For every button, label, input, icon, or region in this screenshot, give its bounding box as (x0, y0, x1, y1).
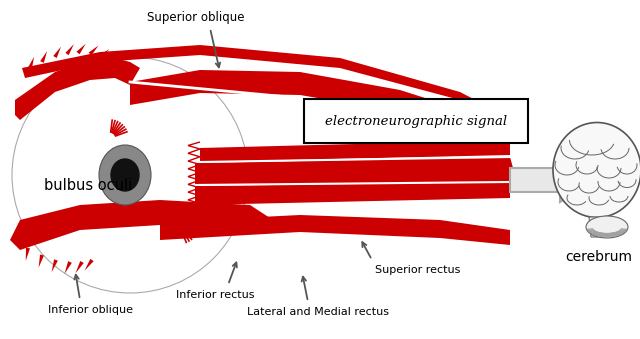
Ellipse shape (586, 216, 628, 238)
Text: bulbus oculi: bulbus oculi (44, 178, 132, 193)
Polygon shape (38, 255, 44, 267)
Polygon shape (195, 157, 515, 185)
Polygon shape (10, 200, 270, 250)
Polygon shape (52, 259, 58, 272)
Text: Lateral and Medial rectus: Lateral and Medial rectus (247, 307, 389, 317)
Polygon shape (109, 55, 120, 64)
Polygon shape (84, 259, 93, 271)
Polygon shape (22, 45, 510, 125)
Polygon shape (15, 58, 140, 120)
Polygon shape (76, 44, 86, 54)
Polygon shape (65, 44, 74, 55)
Polygon shape (160, 215, 510, 245)
Polygon shape (510, 158, 595, 202)
Polygon shape (130, 70, 510, 148)
Text: Superior oblique: Superior oblique (147, 12, 244, 24)
Ellipse shape (553, 122, 640, 218)
Ellipse shape (111, 159, 139, 191)
Circle shape (12, 57, 248, 293)
Polygon shape (589, 217, 605, 237)
Text: Inferior rectus: Inferior rectus (176, 290, 254, 300)
Ellipse shape (99, 145, 151, 205)
Polygon shape (40, 51, 47, 63)
Polygon shape (88, 45, 99, 55)
FancyBboxPatch shape (304, 99, 528, 143)
Polygon shape (26, 248, 30, 261)
Polygon shape (76, 261, 84, 273)
Polygon shape (28, 57, 34, 69)
Polygon shape (99, 49, 109, 59)
Text: Superior rectus: Superior rectus (375, 265, 460, 275)
Polygon shape (195, 182, 510, 205)
Polygon shape (65, 261, 72, 274)
Polygon shape (53, 46, 61, 58)
Text: electroneurographic signal: electroneurographic signal (325, 115, 507, 127)
Text: cerebrum: cerebrum (566, 250, 632, 264)
Polygon shape (200, 140, 510, 162)
Text: Inferior oblique: Inferior oblique (47, 305, 132, 315)
